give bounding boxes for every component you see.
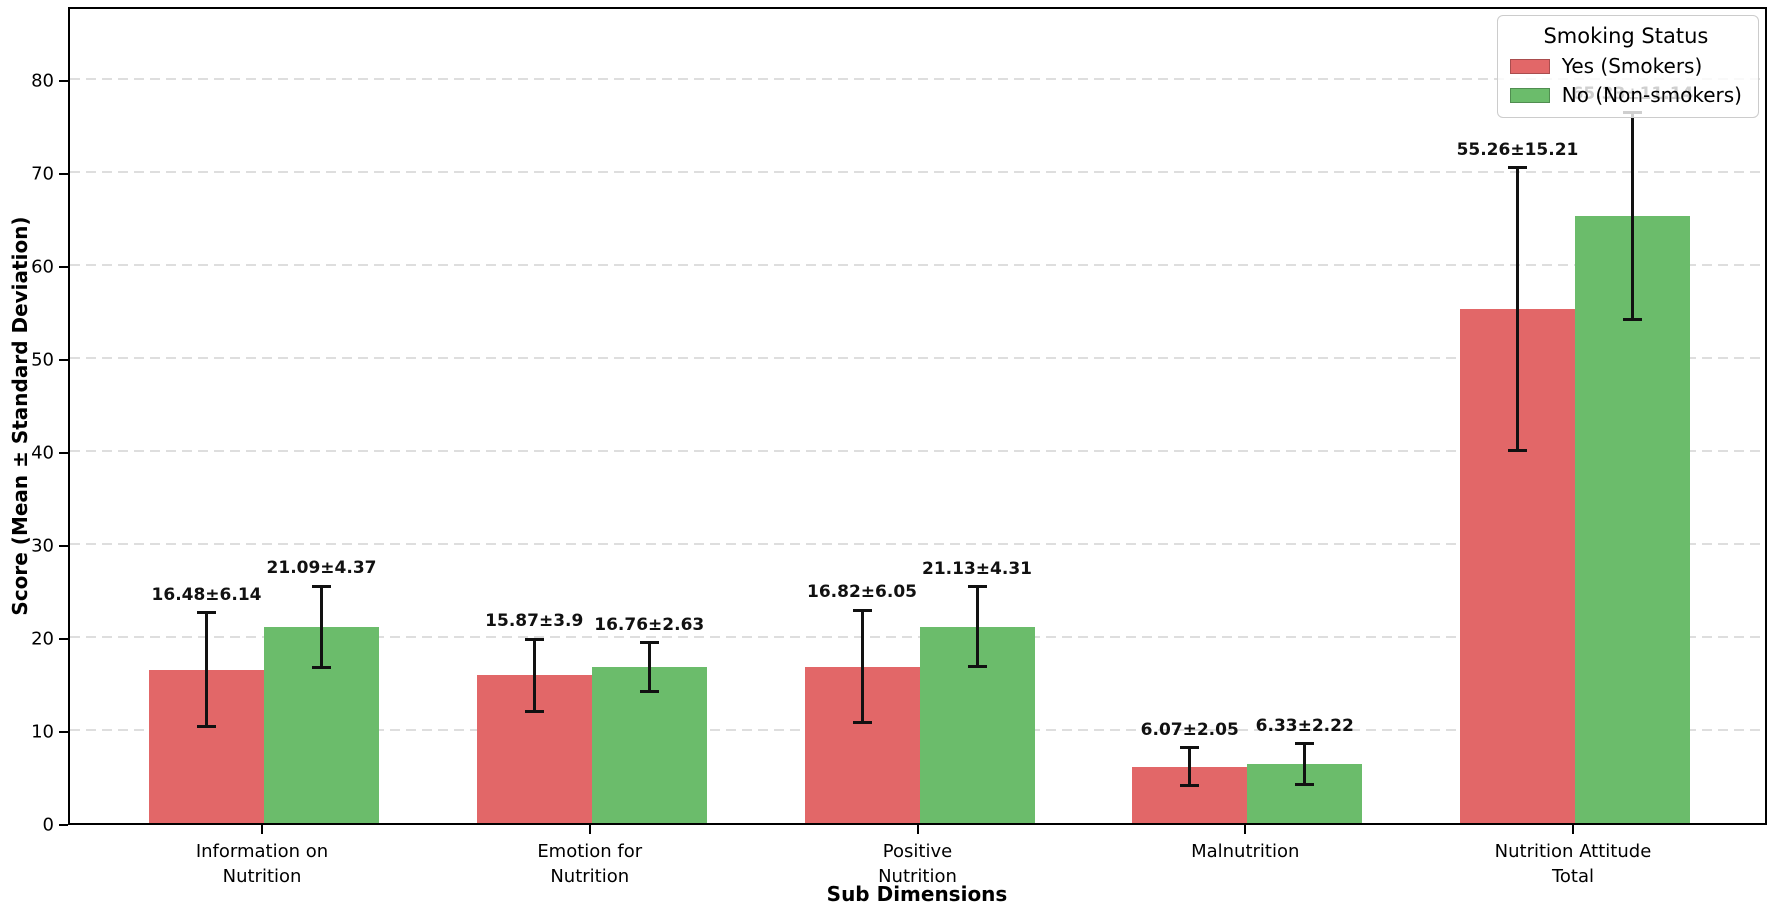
legend-label-nonsmokers: No (Non-smokers) [1561, 83, 1742, 107]
x-category-label: Emotion for Nutrition [537, 841, 643, 888]
y-tick-mark [59, 638, 68, 641]
x-tick-mark [588, 825, 591, 834]
gridline [70, 264, 1765, 267]
y-tick-mark [59, 359, 68, 362]
x-axis-label: Sub Dimensions [826, 882, 1008, 906]
y-tick-label: 20 [31, 628, 54, 650]
error-bar [975, 586, 979, 667]
error-bar [1303, 743, 1307, 785]
error-bar [860, 610, 864, 723]
gridline [70, 543, 1765, 546]
legend-item-nonsmokers: No (Non-smokers) [1509, 83, 1742, 107]
error-bar-cap [1507, 166, 1527, 170]
error-bar-cap [1295, 783, 1315, 787]
y-tick-label: 60 [31, 256, 54, 278]
error-bar [532, 639, 536, 712]
x-category-label: Nutrition Attitude Total [1494, 841, 1652, 888]
y-tick-label: 40 [31, 442, 54, 464]
y-tick-mark [59, 173, 68, 176]
y-tick-label: 30 [31, 535, 54, 557]
error-bar-cap [312, 666, 332, 670]
gridline [70, 78, 1765, 81]
y-tick-label: 0 [42, 814, 54, 836]
value-label: 15.87±3.9 [485, 611, 584, 632]
error-bar-cap [524, 710, 544, 714]
error-bar [205, 612, 209, 727]
y-tick-mark [59, 452, 68, 455]
error-bar-cap [1507, 449, 1527, 453]
error-bar-cap [1622, 317, 1642, 321]
error-bar-cap [197, 725, 217, 729]
y-tick-mark [59, 824, 68, 826]
error-bar [647, 642, 651, 692]
error-bar-cap [639, 690, 659, 694]
error-bar-cap [967, 585, 987, 589]
value-label: 6.07±2.05 [1140, 719, 1239, 740]
value-label: 16.76±2.63 [594, 614, 705, 635]
y-tick-label: 70 [31, 163, 54, 185]
gridline [70, 450, 1765, 453]
error-bar-cap [967, 665, 987, 669]
plot-area: Smoking Status Yes (Smokers) No (Non-smo… [68, 7, 1767, 825]
x-tick-mark [916, 825, 919, 834]
error-bar-cap [1180, 746, 1200, 750]
error-bar-cap [524, 637, 544, 641]
value-label: 21.13±4.31 [922, 558, 1032, 579]
x-category-label: Malnutrition [1191, 841, 1300, 862]
x-tick-mark [1244, 825, 1247, 834]
y-tick-label: 10 [31, 721, 54, 743]
gridline [70, 357, 1765, 360]
y-tick-mark [59, 266, 68, 269]
gridline [70, 636, 1765, 639]
error-bar-cap [1295, 742, 1315, 746]
x-category-label: Positive Nutrition [878, 841, 957, 888]
x-tick-mark [1571, 825, 1574, 834]
error-bar [1188, 747, 1192, 786]
gridline [70, 171, 1765, 174]
bar-nonsmokers [591, 667, 707, 823]
legend-item-smokers: Yes (Smokers) [1509, 54, 1742, 78]
error-bar [1630, 112, 1634, 320]
error-bar [1515, 167, 1519, 451]
error-bar [320, 586, 324, 668]
x-category-label: Information on Nutrition [195, 841, 329, 888]
error-bar-cap [639, 641, 659, 645]
value-label: 16.82±6.05 [807, 582, 917, 603]
legend: Smoking Status Yes (Smokers) No (Non-smo… [1496, 15, 1759, 118]
y-tick-label: 80 [31, 70, 54, 92]
y-tick-mark [59, 731, 68, 734]
smokers-color-swatch [1509, 58, 1550, 74]
y-tick-mark [59, 545, 68, 548]
error-bar-cap [852, 721, 872, 725]
value-label: 55.26±15.21 [1456, 139, 1579, 160]
error-bar-cap [197, 611, 217, 615]
value-label: 21.09±4.37 [266, 558, 377, 579]
nonsmokers-color-swatch [1509, 87, 1550, 103]
error-bar-cap [1180, 784, 1200, 788]
value-label: 16.48±6.14 [151, 584, 262, 605]
error-bar-cap [312, 584, 332, 588]
error-bar-cap [852, 608, 872, 612]
y-tick-label: 50 [31, 349, 54, 371]
legend-label-smokers: Yes (Smokers) [1561, 54, 1703, 78]
y-tick-mark [59, 80, 68, 83]
value-label: 6.33±2.22 [1255, 715, 1354, 736]
legend-title: Smoking Status [1543, 24, 1709, 48]
x-tick-mark [261, 825, 264, 834]
